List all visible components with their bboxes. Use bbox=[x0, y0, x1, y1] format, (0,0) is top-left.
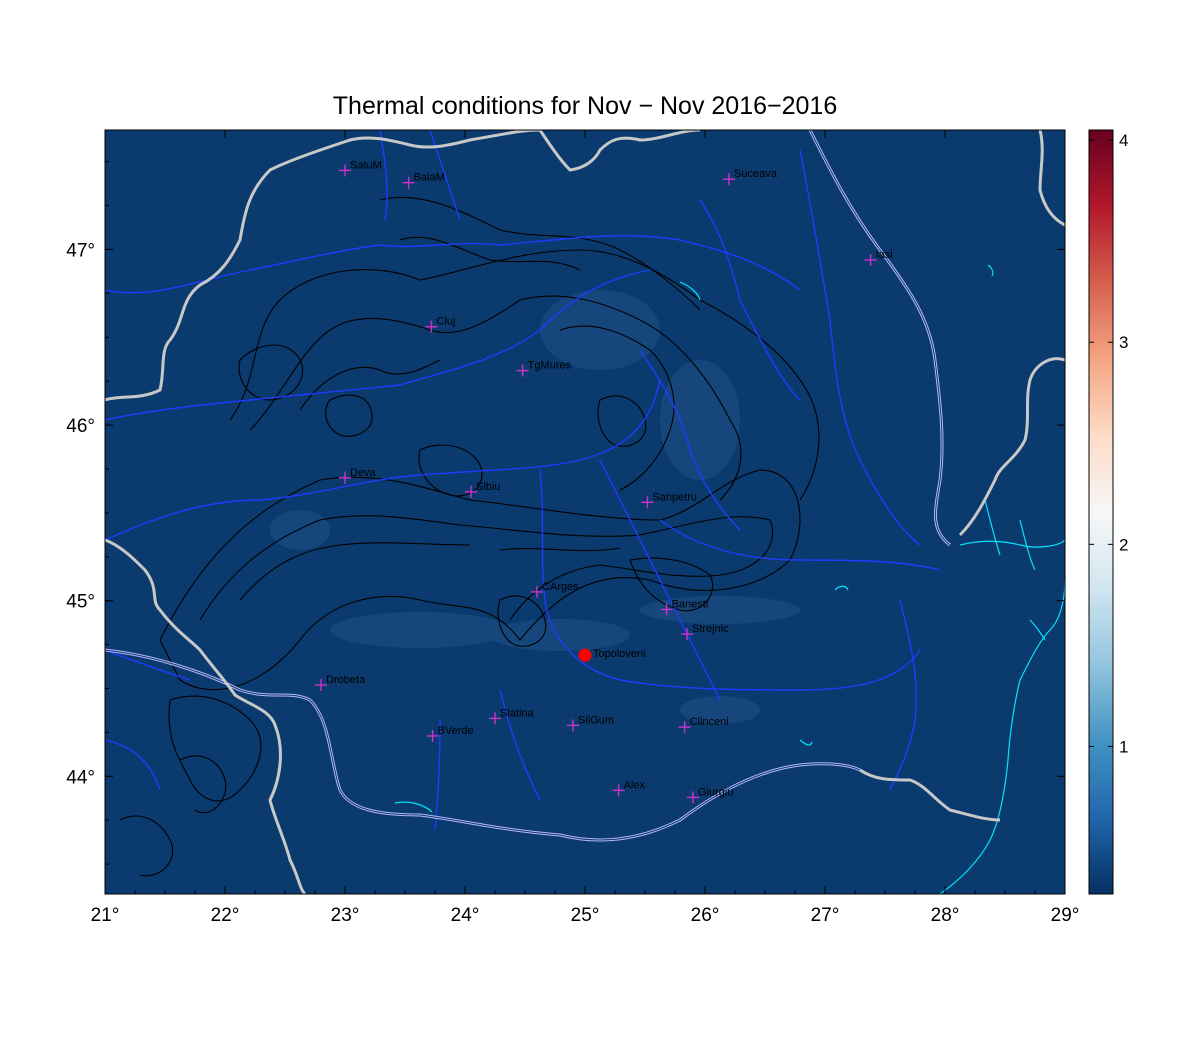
city-marker: Iasi bbox=[864, 249, 893, 266]
x-tick-label: 27° bbox=[811, 905, 840, 926]
y-tick-label: 47° bbox=[66, 240, 95, 261]
city-label: SatuM bbox=[350, 159, 382, 171]
city-marker: CArges bbox=[531, 581, 579, 598]
colorbar-tick-label: 1 bbox=[1119, 737, 1128, 756]
city-markers: SatuM BaiaM Suceava Iasi Cluj TgMures Deva Sibi… bbox=[315, 159, 893, 804]
y-tick-label: 44° bbox=[66, 767, 95, 788]
highlight-site: Topoloveni bbox=[578, 648, 646, 662]
city-marker: TgMures bbox=[516, 360, 572, 377]
city-marker: Sanpetru bbox=[641, 491, 697, 509]
colorbar-ticks: 1 2 3 4 bbox=[1089, 131, 1128, 756]
colorbar-tick-label: 3 bbox=[1119, 333, 1128, 352]
x-tick-label: 24° bbox=[451, 905, 480, 926]
city-marker: Deva bbox=[339, 467, 377, 484]
city-label: Slatina bbox=[500, 707, 535, 719]
city-marker: SilGum bbox=[567, 714, 614, 732]
city-marker: Slatina bbox=[489, 707, 535, 725]
country-borders bbox=[105, 130, 1065, 894]
city-marker: Strejnic bbox=[681, 623, 729, 641]
city-label: Giurgiu bbox=[698, 786, 733, 798]
city-marker: BaiaM bbox=[402, 172, 445, 189]
city-label: Cluj bbox=[436, 316, 455, 328]
x-tick-label: 26° bbox=[691, 905, 720, 926]
map-axes: 21° 22° 23° 24° 25° 26° 27° 28° 29° 44° 45° 46° 47° bbox=[66, 130, 1079, 926]
city-marker: Cluj bbox=[425, 316, 455, 333]
thermal-patches bbox=[270, 290, 800, 724]
rivers bbox=[105, 130, 941, 831]
coastline bbox=[394, 264, 1065, 894]
city-label: Banesti bbox=[672, 598, 709, 610]
x-tick-label: 29° bbox=[1051, 905, 1080, 926]
city-marker: Clinceni bbox=[678, 716, 729, 734]
city-marker: BVerde bbox=[426, 725, 474, 742]
x-tick-label: 21° bbox=[91, 905, 120, 926]
colorbar: 1 2 3 4 bbox=[1088, 129, 1128, 895]
city-label: Deva bbox=[350, 467, 377, 479]
city-marker: Banesti bbox=[660, 598, 709, 616]
map-background bbox=[105, 130, 1065, 894]
city-marker: SatuM bbox=[339, 159, 382, 177]
x-tick-label: 25° bbox=[571, 905, 600, 926]
city-label: Clinceni bbox=[690, 716, 729, 728]
y-tick-label: 45° bbox=[66, 592, 95, 613]
city-label: Suceava bbox=[734, 168, 778, 180]
city-label: SilGum bbox=[578, 714, 614, 726]
city-label: CArges bbox=[542, 581, 579, 593]
colorbar-tick-label: 2 bbox=[1119, 535, 1128, 554]
map-title: Thermal conditions for Nov − Nov 2016−20… bbox=[332, 92, 838, 120]
map-panel: SatuM BaiaM Suceava Iasi Cluj TgMures Deva Sibi… bbox=[66, 129, 1079, 926]
city-label: BVerde bbox=[438, 725, 474, 737]
city-label: TgMures bbox=[528, 360, 572, 372]
highlight-label: Topoloveni bbox=[593, 648, 646, 660]
city-marker: Alex bbox=[612, 779, 646, 797]
red-dot-icon bbox=[578, 648, 592, 662]
city-marker: Drobeta bbox=[315, 674, 366, 691]
x-tick-label: 23° bbox=[331, 905, 360, 926]
x-tick-label: 22° bbox=[211, 905, 240, 926]
city-label: Iasi bbox=[876, 249, 893, 261]
colorbar-tick-label: 4 bbox=[1119, 131, 1128, 150]
city-label: Sibiu bbox=[476, 481, 500, 493]
city-label: BaiaM bbox=[414, 172, 445, 184]
city-marker: Giurgiu bbox=[687, 786, 733, 804]
city-label: Drobeta bbox=[326, 674, 366, 686]
city-marker: Sibiu bbox=[465, 481, 500, 498]
city-label: Alex bbox=[624, 779, 646, 791]
city-marker: Suceava bbox=[723, 168, 778, 186]
y-tick-label: 46° bbox=[66, 416, 95, 437]
x-tick-label: 28° bbox=[931, 905, 960, 926]
city-label: Sanpetru bbox=[652, 491, 697, 503]
city-label: Strejnic bbox=[692, 623, 729, 635]
colorbar-gradient bbox=[1088, 129, 1114, 895]
